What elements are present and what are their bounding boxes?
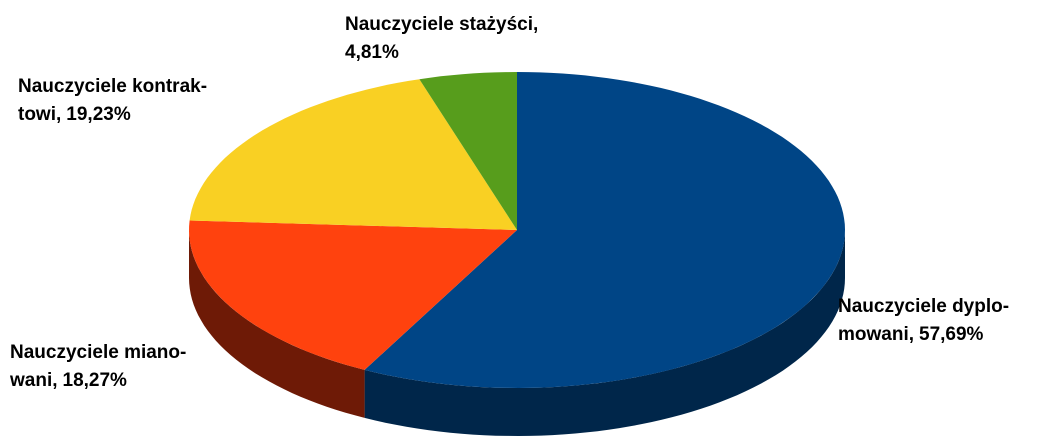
value-label: 19,23% <box>66 104 131 125</box>
slice-side <box>189 230 365 418</box>
data-label: Nauczyciele stażyści, 4,81% <box>345 14 538 63</box>
value-label: 18,27% <box>63 370 128 391</box>
value-label: 4,81% <box>345 42 399 63</box>
slice <box>364 72 845 388</box>
label-line: Nauczyciele kontrak- <box>18 76 207 97</box>
data-label: Nauczyciele kontrak-towi, 19,23% <box>18 76 207 125</box>
label-line: mowani, <box>838 324 914 345</box>
data-label: Nauczyciele dyplo-mowani, 57,69% <box>838 296 1009 345</box>
slice <box>189 79 517 230</box>
label-line: Nauczyciele miano- <box>10 342 186 363</box>
value-label: 57,69% <box>919 324 984 345</box>
label-line: wani, <box>9 370 58 391</box>
slice <box>189 220 517 370</box>
data-label: Nauczyciele miano-wani, 18,27% <box>9 342 186 391</box>
slice-side <box>364 230 845 436</box>
label-line: towi, <box>18 104 61 125</box>
slice <box>419 72 517 230</box>
label-line: Nauczyciele dyplo- <box>838 296 1009 317</box>
label-line: Nauczyciele stażyści, <box>345 14 538 35</box>
